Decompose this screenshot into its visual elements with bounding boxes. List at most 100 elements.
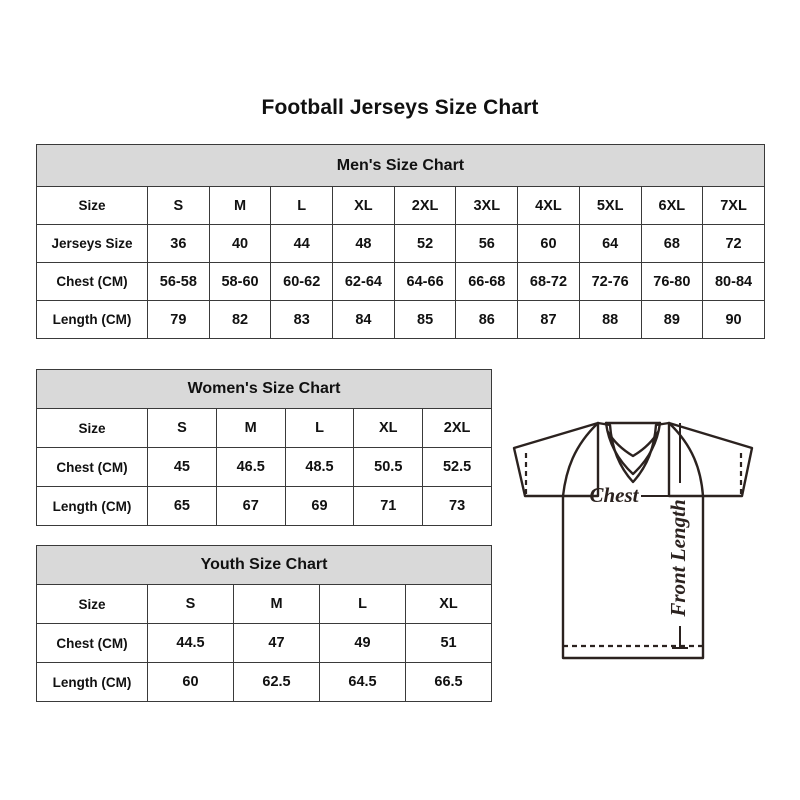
table-cell: 84 <box>332 300 395 339</box>
left-armhole-curve <box>561 421 600 498</box>
womens-table-caption: Women's Size Chart <box>35 369 493 409</box>
womens-col-header-size: Size <box>36 408 148 448</box>
table-cell: 82 <box>208 300 272 339</box>
womens-row-label-chest: Chest (CM) <box>36 447 148 487</box>
table-cell: 76-80 <box>640 262 704 301</box>
table-row: Length (CM) 60 62.5 64.5 66.5 <box>36 662 493 702</box>
mens-col-header-3xl: 3XL <box>455 186 519 225</box>
table-cell: 68-72 <box>517 262 580 301</box>
mens-col-header-s: S <box>147 186 210 225</box>
youth-row-label-chest: Chest (CM) <box>36 623 148 663</box>
mens-col-header-l: L <box>270 186 334 225</box>
table-cell: 87 <box>517 300 580 339</box>
front-length-label: Front Length <box>666 499 690 617</box>
table-cell: 64-66 <box>393 262 457 301</box>
table-cell: 79 <box>147 300 210 339</box>
table-row: Jerseys Size 36 40 44 48 52 56 60 64 68 … <box>36 224 765 263</box>
youth-col-header-s: S <box>147 584 234 624</box>
table-cell: 72-76 <box>578 262 642 301</box>
left-sleeve-shape <box>512 421 600 498</box>
mens-header-row: Size S M L XL 2XL 3XL 4XL 5XL 6XL 7XL <box>36 186 765 225</box>
womens-caption-row: Women's Size Chart <box>35 369 493 409</box>
table-row: Length (CM) 79 82 83 84 85 86 87 88 89 9… <box>36 300 765 339</box>
mens-row-label-length: Length (CM) <box>36 300 148 339</box>
womens-header-row: Size S M L XL 2XL <box>36 408 493 448</box>
table-cell: 66-68 <box>455 262 519 301</box>
table-cell: 56-58 <box>147 262 210 301</box>
table-cell: 36 <box>147 224 210 263</box>
table-cell: 64 <box>578 224 642 263</box>
table-cell: 49 <box>319 623 406 663</box>
table-cell: 86 <box>455 300 519 339</box>
table-row: Chest (CM) 44.5 47 49 51 <box>36 623 493 663</box>
mens-row-label-jerseys-size: Jerseys Size <box>36 224 148 263</box>
mens-col-header-4xl: 4XL <box>517 186 580 225</box>
mens-col-header-2xl: 2XL <box>393 186 457 225</box>
table-cell: 52.5 <box>422 447 493 487</box>
table-cell: 58-60 <box>208 262 272 301</box>
youth-table-caption: Youth Size Chart <box>35 545 493 585</box>
table-cell: 80-84 <box>702 262 765 301</box>
table-cell: 60 <box>147 662 234 702</box>
table-cell: 44.5 <box>147 623 234 663</box>
right-sleeve-shape <box>667 421 754 498</box>
youth-col-header-m: M <box>233 584 320 624</box>
table-cell: 85 <box>393 300 457 339</box>
youth-col-header-size: Size <box>36 584 148 624</box>
jersey-measurement-diagram: Chest Front Length <box>502 398 788 683</box>
right-armhole-curve <box>667 421 705 498</box>
table-cell: 71 <box>353 486 424 526</box>
table-cell: 83 <box>270 300 334 339</box>
table-cell: 68 <box>640 224 704 263</box>
youth-col-header-l: L <box>319 584 406 624</box>
table-cell: 60-62 <box>270 262 334 301</box>
mens-col-header-size: Size <box>36 186 148 225</box>
mens-caption-row: Men's Size Chart <box>36 144 765 187</box>
youth-size-chart-table: Youth Size Chart Size S M L XL Chest (CM… <box>35 545 493 702</box>
table-cell: 56 <box>455 224 519 263</box>
vneck-band-inner <box>604 421 662 476</box>
table-row: Chest (CM) 45 46.5 48.5 50.5 52.5 <box>36 447 493 487</box>
mens-col-header-6xl: 6XL <box>640 186 704 225</box>
womens-size-chart-table: Women's Size Chart Size S M L XL 2XL Che… <box>35 369 493 526</box>
youth-table-body: Youth Size Chart Size S M L XL Chest (CM… <box>35 545 493 702</box>
youth-caption-row: Youth Size Chart <box>35 545 493 585</box>
table-cell: 60 <box>517 224 580 263</box>
youth-row-label-length: Length (CM) <box>36 662 148 702</box>
mens-col-header-5xl: 5XL <box>578 186 642 225</box>
table-cell: 40 <box>208 224 272 263</box>
table-cell: 88 <box>578 300 642 339</box>
page-title: Football Jerseys Size Chart <box>261 96 539 119</box>
table-cell: 50.5 <box>353 447 424 487</box>
mens-table-body: Men's Size Chart Size S M L XL 2XL 3XL 4… <box>36 144 765 339</box>
mens-size-chart-table: Men's Size Chart Size S M L XL 2XL 3XL 4… <box>36 144 765 339</box>
youth-col-header-xl: XL <box>404 584 493 624</box>
womens-table-body: Women's Size Chart Size S M L XL 2XL Che… <box>35 369 493 526</box>
womens-col-header-xl: XL <box>353 408 424 448</box>
table-cell: 66.5 <box>404 662 493 702</box>
body-shape <box>561 494 705 660</box>
womens-col-header-2xl: 2XL <box>422 408 493 448</box>
mens-col-header-7xl: 7XL <box>702 186 765 225</box>
table-cell: 65 <box>147 486 217 526</box>
youth-header-row: Size S M L XL <box>36 584 493 624</box>
table-cell: 62.5 <box>233 662 320 702</box>
mens-col-header-xl: XL <box>332 186 395 225</box>
chest-label: Chest <box>589 483 639 507</box>
table-cell: 67 <box>215 486 286 526</box>
table-cell: 46.5 <box>215 447 286 487</box>
table-cell: 45 <box>147 447 217 487</box>
vneck-inner-arc <box>606 430 660 458</box>
table-cell: 64.5 <box>319 662 406 702</box>
table-cell: 51 <box>404 623 493 663</box>
table-cell: 62-64 <box>332 262 395 301</box>
table-cell: 44 <box>270 224 334 263</box>
womens-col-header-s: S <box>147 408 217 448</box>
table-cell: 72 <box>702 224 765 263</box>
table-cell: 47 <box>233 623 320 663</box>
table-cell: 52 <box>393 224 457 263</box>
table-cell: 69 <box>284 486 355 526</box>
table-cell: 48.5 <box>284 447 355 487</box>
table-cell: 90 <box>702 300 765 339</box>
table-cell: 89 <box>640 300 704 339</box>
